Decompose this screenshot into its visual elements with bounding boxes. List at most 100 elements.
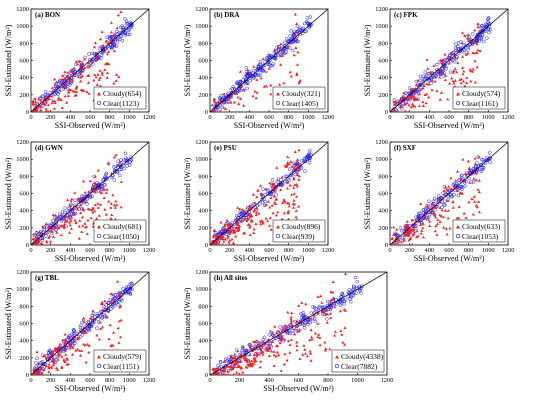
cloudy-point	[430, 208, 434, 212]
clear-point	[270, 63, 274, 68]
cloudy-point	[463, 84, 467, 88]
cloudy-point	[420, 229, 424, 232]
cloudy-point	[254, 222, 258, 225]
cloudy-point	[225, 218, 229, 222]
cloudy-point	[115, 164, 119, 167]
one-to-one-line	[390, 142, 508, 245]
clear-point	[65, 345, 69, 350]
cloudy-point	[233, 229, 236, 232]
clear-point	[226, 91, 230, 96]
cloudy-point	[104, 62, 107, 66]
y-tick-label: 200	[198, 355, 208, 362]
legend-clear-marker	[275, 100, 281, 106]
clear-point	[238, 217, 242, 222]
cloudy-point	[58, 353, 62, 356]
cloudy-point	[442, 215, 445, 219]
cloudy-point	[77, 75, 80, 79]
cloudy-point	[258, 365, 262, 369]
cloudy-point	[333, 333, 336, 337]
cloudy-point	[59, 349, 63, 353]
cloudy-point	[442, 225, 446, 229]
cloudy-point	[94, 187, 98, 190]
y-tick-label: 1200	[375, 6, 388, 13]
cloudy-point	[107, 337, 111, 341]
cloudy-point	[296, 50, 300, 54]
cloudy-point	[316, 335, 320, 339]
cloudy-point	[474, 80, 477, 84]
cloudy-point	[422, 217, 426, 220]
cloudy-point	[99, 191, 103, 195]
y-tick-label: 1200	[195, 269, 208, 276]
cloudy-point	[256, 188, 260, 192]
cloudy-point	[445, 232, 449, 236]
cloudy-point	[258, 219, 262, 223]
cloudy-point	[319, 294, 323, 298]
x-tick-label: 1000	[123, 114, 136, 121]
cloudy-point	[400, 240, 404, 244]
clear-point	[124, 287, 129, 291]
legend-cloudy-marker	[97, 92, 101, 96]
clear-point	[80, 207, 84, 211]
clear-point	[230, 220, 235, 225]
cloudy-point	[248, 224, 252, 228]
clear-point	[307, 25, 312, 30]
clear-point	[301, 311, 305, 315]
x-tick-label: 0	[388, 247, 391, 254]
cloudy-point	[34, 105, 38, 109]
cloudy-point	[52, 361, 56, 365]
cloudy-point	[254, 213, 258, 217]
cloudy-point	[436, 197, 440, 201]
cloudy-point	[238, 82, 242, 86]
cloudy-point	[41, 101, 45, 104]
cloudy-point	[47, 97, 51, 100]
cloudy-point	[212, 235, 215, 238]
clear-point	[463, 43, 468, 48]
cloudy-point	[95, 217, 99, 220]
legend-clear-label: Clear(1123)	[103, 99, 139, 108]
cloudy-point	[65, 101, 69, 104]
x-tick-label: 400	[66, 114, 76, 121]
clear-point	[479, 169, 484, 174]
cloudy-point	[453, 67, 457, 70]
clear-point	[328, 307, 333, 312]
cloudy-point	[392, 225, 396, 229]
cloudy-point	[407, 228, 411, 232]
cloudy-point	[403, 227, 407, 230]
panel-title: (a) BON	[35, 11, 60, 19]
cloudy-point	[410, 88, 414, 91]
clear-point	[444, 67, 448, 71]
cloudy-point	[93, 73, 97, 76]
clear-point	[53, 89, 58, 93]
x-tick-label: 1200	[143, 114, 156, 121]
clear-point	[423, 76, 427, 81]
clear-point	[479, 163, 484, 167]
cloudy-point	[80, 331, 84, 335]
cloudy-point	[71, 212, 75, 215]
cloudy-point	[309, 352, 312, 355]
cloudy-point	[239, 366, 243, 370]
y-tick-label: 600	[198, 58, 208, 65]
one-to-one-line	[31, 142, 149, 245]
clear-point	[128, 22, 133, 27]
cloudy-point	[410, 94, 414, 97]
clear-point	[313, 319, 317, 324]
cloudy-point	[477, 168, 481, 172]
clear-point	[310, 316, 315, 321]
cloudy-point	[462, 69, 466, 73]
clear-point	[271, 333, 275, 338]
clear-point	[291, 331, 295, 336]
x-axis-label: SSI-Observed (W/m²)	[263, 384, 334, 393]
cloudy-point	[105, 188, 109, 191]
cloudy-point	[286, 180, 290, 184]
cloudy-point	[271, 211, 275, 215]
clear-point	[256, 73, 261, 77]
y-tick-label: 0	[385, 242, 388, 249]
cloudy-point	[478, 210, 481, 214]
cloudy-point	[31, 241, 35, 244]
cloudy-point	[432, 206, 436, 209]
cloudy-point	[116, 280, 119, 283]
cloudy-point	[111, 298, 115, 301]
cloudy-point	[63, 349, 67, 352]
cloudy-point	[269, 83, 273, 87]
cloudy-point	[51, 213, 55, 217]
